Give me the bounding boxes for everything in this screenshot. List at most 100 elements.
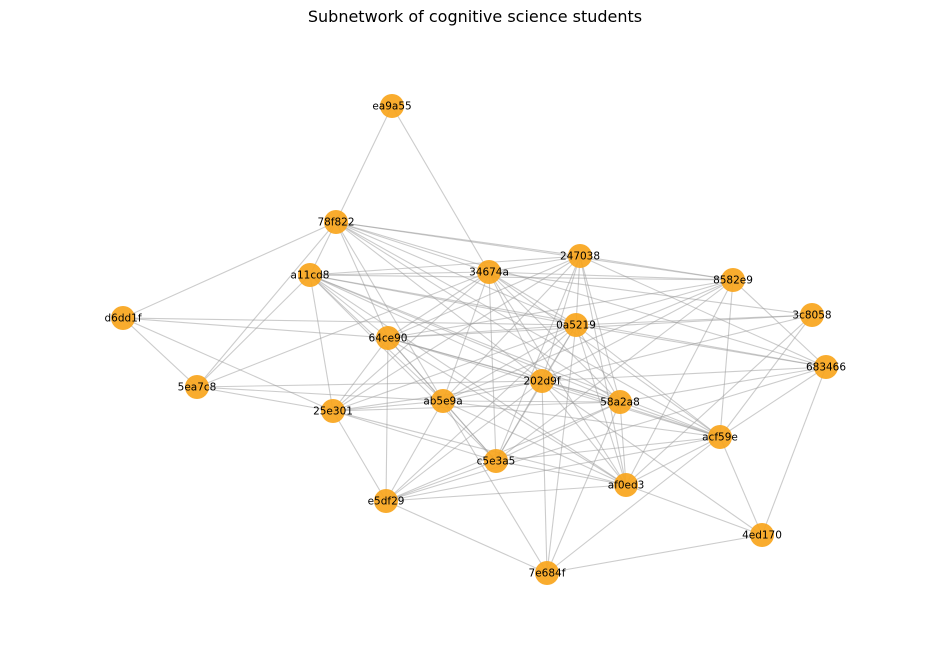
node-af0ed3: af0ed3 [608,473,645,497]
node-label: 58a2a8 [600,397,640,409]
edge-c5e3a5-af0ed3 [495,460,627,486]
edge-e5df29-7e684f [385,500,548,574]
edge-acf59e-af0ed3 [625,436,721,486]
node-circle [564,313,588,337]
edge-ab5e9a-c5e3a5 [442,400,497,462]
edge-acf59e-c5e3a5 [495,436,721,462]
edge-ab5e9a-acf59e [442,400,721,438]
edge-0a5219-acf59e [575,324,721,438]
edge-0a5219-683466 [575,324,827,368]
edge-ab5e9a-e5df29 [385,400,444,502]
node-a11cd8: a11cd8 [291,263,329,287]
node-247038: 247038 [560,244,600,268]
edge-78f822-8582e9 [335,221,734,281]
edge-a11cd8-af0ed3 [309,274,627,486]
edge-d6dd1f-0a5219 [122,317,577,326]
node-5ea7c8: 5ea7c8 [178,375,217,399]
node-label: d6dd1f [104,313,141,325]
edge-8582e9-64ce90 [387,279,734,339]
edge-78f822-202d9f [335,221,543,382]
edge-a11cd8-acf59e [309,274,721,438]
node-label: 4ed170 [742,530,782,542]
edge-8582e9-acf59e [719,279,734,438]
edge-34674a-25e301 [332,271,490,412]
node-0a5219: 0a5219 [556,313,596,337]
node-circle [484,449,508,473]
node-circle [321,399,345,423]
node-label: c5e3a5 [477,456,516,468]
edge-layer [122,105,827,574]
edge-58a2a8-af0ed3 [619,401,627,486]
node-circle [324,210,348,234]
node-34674a: 34674a [469,260,509,284]
node-label: 3c8058 [792,310,831,322]
edge-34674a-ab5e9a [442,271,490,402]
edge-64ce90-e5df29 [385,337,389,502]
node-7e684f: 7e684f [529,561,566,585]
node-64ce90: 64ce90 [369,326,407,350]
edge-a11cd8-5ea7c8 [196,274,311,388]
node-label: 34674a [469,267,509,279]
node-78f822: 78f822 [317,210,355,234]
edge-202d9f-af0ed3 [541,380,627,486]
node-label: e5df29 [368,496,405,508]
edge-34674a-acf59e [488,271,721,438]
node-25e301: 25e301 [313,399,353,423]
edge-683466-58a2a8 [619,366,827,403]
node-circle [477,260,501,284]
edge-202d9f-ab5e9a [442,380,543,402]
edge-af0ed3-4ed170 [625,484,763,536]
edge-d6dd1f-25e301 [122,317,334,412]
node-circle [814,355,838,379]
node-circle [185,375,209,399]
edge-78f822-64ce90 [335,221,389,339]
edge-5ea7c8-202d9f [196,380,543,388]
edge-d6dd1f-5ea7c8 [122,317,198,388]
node-label: 5ea7c8 [178,382,217,394]
edge-25e301-af0ed3 [332,410,627,486]
edge-ab5e9a-7e684f [442,400,548,574]
edge-0a5219-ab5e9a [442,324,577,402]
node-d6dd1f: d6dd1f [104,306,142,330]
node-label: 78f822 [317,217,354,229]
edge-5ea7c8-25e301 [196,386,334,412]
node-label: 683466 [806,362,846,374]
node-label: ea9a55 [372,101,411,113]
node-e5df29: e5df29 [368,489,405,513]
edge-247038-af0ed3 [579,255,627,486]
edge-247038-202d9f [541,255,581,382]
edge-af0ed3-e5df29 [385,484,627,502]
edge-58a2a8-c5e3a5 [495,401,621,462]
node-label: 25e301 [313,406,353,418]
edge-5ea7c8-ab5e9a [196,386,444,402]
edge-3c8058-202d9f [541,314,813,382]
node-circle [608,390,632,414]
node-683466: 683466 [806,355,846,379]
edge-0a5219-e5df29 [385,324,577,502]
edge-34674a-0a5219 [488,271,577,326]
node-label: 0a5219 [556,320,596,332]
edge-3c8058-64ce90 [387,314,813,339]
node-circle [568,244,592,268]
edge-247038-34674a [488,255,581,273]
node-circle [376,326,400,350]
edge-c5e3a5-e5df29 [385,460,497,502]
node-label: 7e684f [529,568,566,580]
edge-ea9a55-34674a [391,105,490,273]
edge-a11cd8-34674a [309,271,490,276]
edge-247038-683466 [579,255,827,368]
node-circle [380,94,404,118]
node-circle [530,369,554,393]
edge-247038-8582e9 [579,255,734,281]
edge-8582e9-c5e3a5 [495,279,734,462]
node-label: af0ed3 [608,480,645,492]
edge-202d9f-acf59e [541,380,721,438]
edge-8582e9-0a5219 [575,279,734,326]
edge-683466-202d9f [541,366,827,382]
node-3c8058: 3c8058 [792,303,832,327]
edge-a11cd8-25e301 [309,274,334,412]
node-c5e3a5: c5e3a5 [477,449,516,473]
edge-78f822-5ea7c8 [196,221,337,388]
node-label: 247038 [560,251,600,263]
edge-ab5e9a-25e301 [332,400,444,412]
